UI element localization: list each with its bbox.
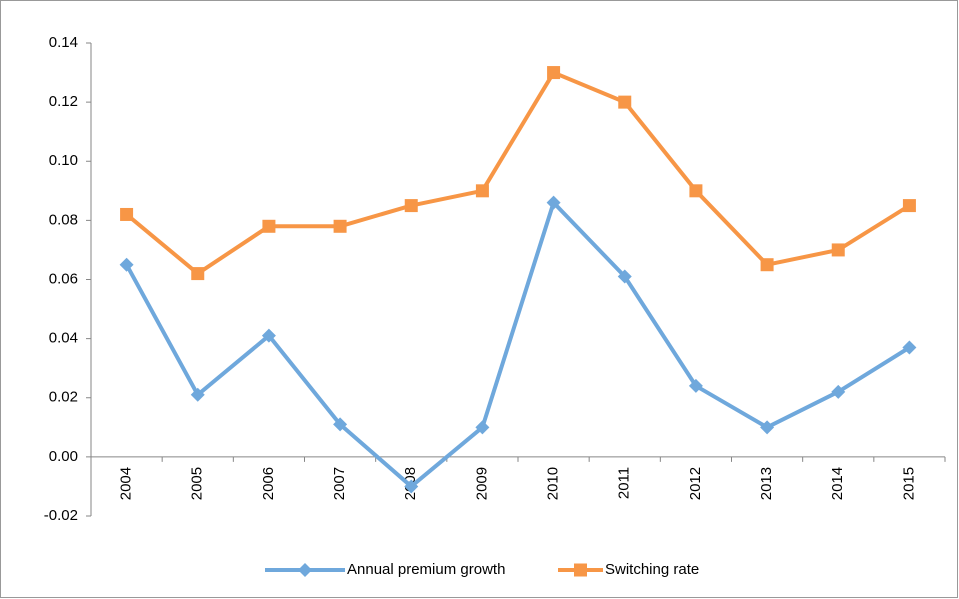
marker	[617, 269, 632, 284]
marker	[689, 184, 703, 198]
x-tick-label: 2013	[758, 467, 775, 500]
marker	[404, 199, 418, 213]
y-tick-label: 0.12	[49, 93, 78, 110]
y-tick-label: 0.06	[49, 270, 78, 287]
x-tick-label: 2011	[616, 467, 633, 499]
marker	[333, 219, 347, 233]
marker	[190, 387, 205, 402]
y-tick-label: 0.04	[49, 330, 78, 347]
marker	[688, 378, 703, 393]
x-tick-label: 2014	[829, 467, 846, 500]
x-tick-label: 2006	[260, 467, 277, 500]
marker	[475, 420, 490, 435]
marker	[760, 258, 774, 272]
marker	[902, 340, 917, 355]
legend-marker	[298, 563, 312, 577]
y-tick-label: -0.02	[44, 507, 78, 524]
marker	[618, 95, 632, 109]
x-tick-label: 2012	[687, 467, 704, 500]
x-tick-label: 2010	[545, 467, 562, 500]
marker	[333, 417, 348, 432]
x-tick-label: 2009	[473, 467, 490, 500]
x-tick-label: 2005	[189, 467, 206, 500]
marker	[546, 195, 561, 210]
marker	[404, 479, 419, 494]
x-tick-label: 2004	[118, 467, 135, 500]
marker	[760, 420, 775, 435]
y-tick-label: 0.02	[49, 389, 78, 406]
y-tick-label: 0.10	[49, 152, 78, 169]
x-tick-label: 2015	[900, 467, 917, 500]
series-line	[125, 70, 911, 276]
marker	[261, 328, 276, 343]
marker	[831, 243, 845, 257]
y-tick-label: 0.00	[49, 448, 78, 465]
legend-label: Switching rate	[605, 561, 699, 578]
y-tick-label: 0.08	[49, 211, 78, 228]
marker	[262, 219, 276, 233]
marker	[191, 267, 205, 281]
marker	[902, 199, 916, 213]
y-tick-label: 0.14	[49, 34, 78, 51]
marker	[119, 257, 134, 272]
legend-label: Annual premium growth	[347, 561, 505, 578]
x-tick-label: 2007	[331, 467, 348, 500]
marker	[120, 207, 134, 221]
marker	[547, 66, 561, 80]
marker	[831, 384, 846, 399]
legend-marker	[574, 563, 587, 577]
series-line	[124, 200, 911, 489]
marker	[475, 184, 489, 198]
